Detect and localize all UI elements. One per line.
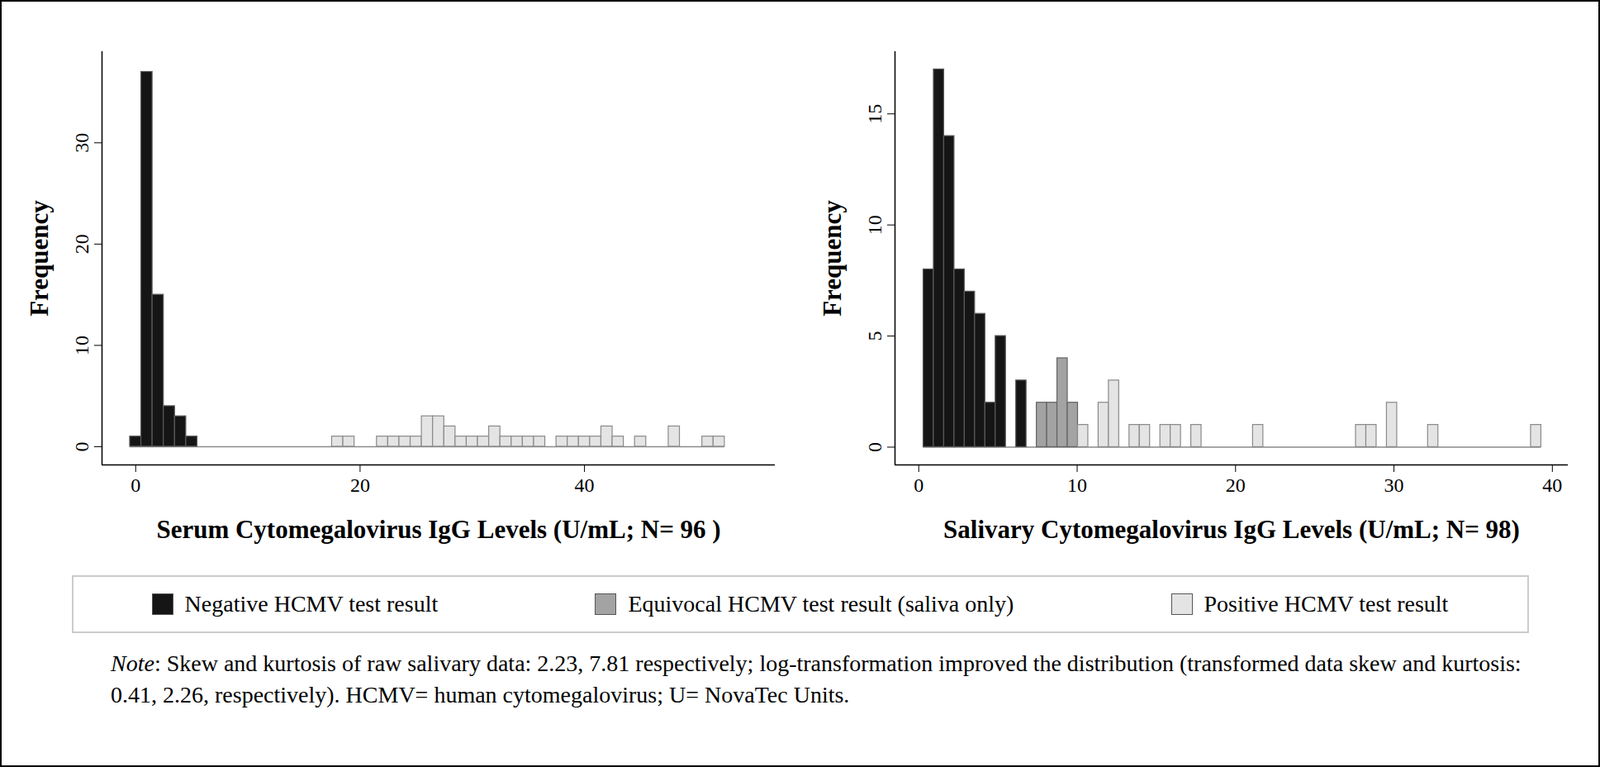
svg-text:40: 40	[574, 474, 595, 496]
svg-text:Frequency: Frequency	[24, 199, 54, 317]
svg-text:15: 15	[864, 104, 886, 124]
svg-text:40: 40	[1542, 474, 1563, 496]
html-text:Equivocal HCMV test result (sa: Equivocal HCMV test result (saliva only)	[628, 590, 1014, 617]
svg-text:0: 0	[71, 441, 93, 452]
svg-text:20: 20	[1225, 474, 1246, 496]
svg-text:5: 5	[864, 331, 886, 342]
svg-text:0: 0	[864, 441, 886, 452]
svg-text:0: 0	[913, 474, 924, 496]
svg-text:Frequency: Frequency	[817, 199, 847, 317]
svg-text:10: 10	[864, 214, 886, 235]
svg-text:30: 30	[71, 132, 93, 153]
svg-text:Serum Cytomegalovirus IgG Leve: Serum Cytomegalovirus IgG Levels (U/mL; …	[156, 514, 721, 544]
svg-text:0: 0	[130, 474, 141, 496]
svg-text:20: 20	[350, 474, 371, 496]
svg-text:30: 30	[1384, 474, 1405, 496]
svg-text:10: 10	[1067, 474, 1088, 496]
html-text:Negative HCMV test result: Negative HCMV test result	[184, 590, 439, 617]
svg-text:20: 20	[71, 233, 93, 254]
svg-text:10: 10	[71, 335, 93, 356]
svg-text:Salivary Cytomegalovirus IgG L: Salivary Cytomegalovirus IgG Levels (U/m…	[943, 514, 1520, 544]
html-text:Note: Skew and kurtosis of raw: Note: Skew and kurtosis of raw salivary …	[110, 650, 1522, 708]
html-text:Positive HCMV test result: Positive HCMV test result	[1203, 590, 1449, 617]
